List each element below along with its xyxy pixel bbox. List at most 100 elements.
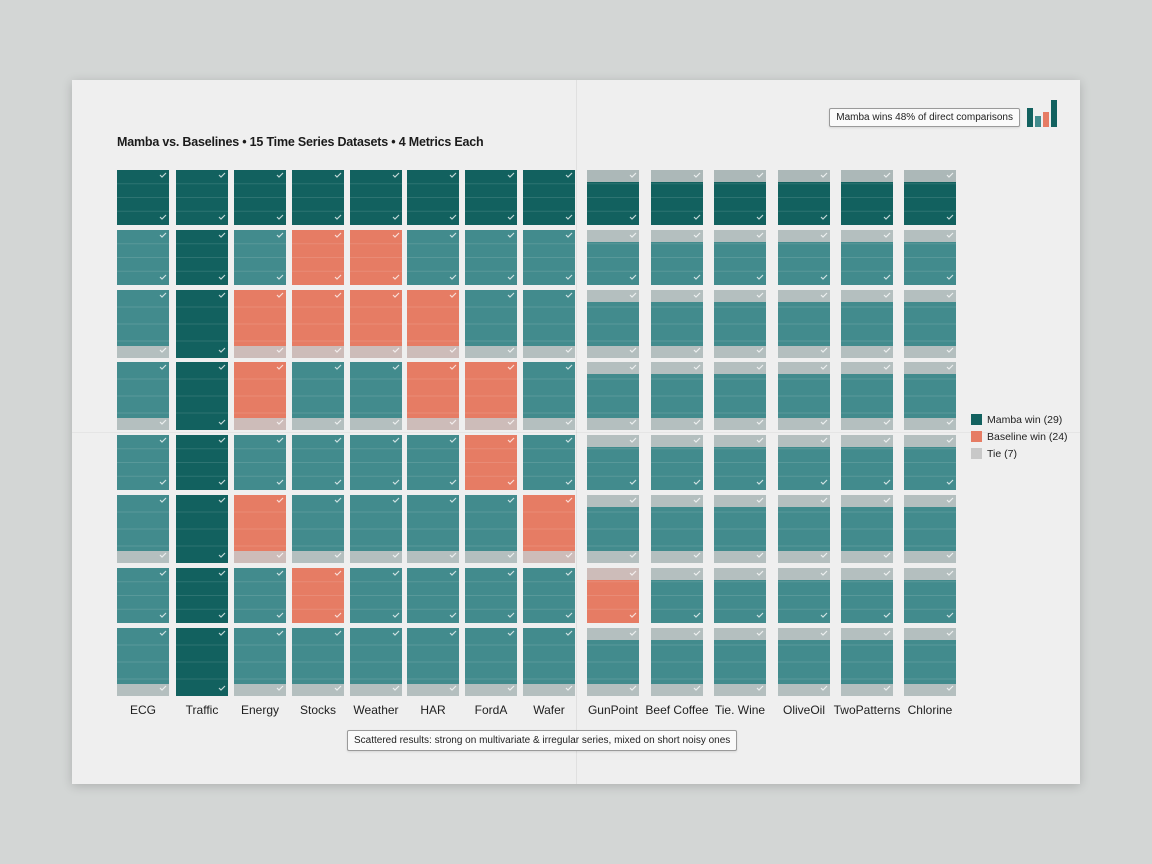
heatmap-cell [407,628,459,696]
heatmap-cell [117,568,169,623]
heatmap-cell [714,628,766,696]
heatmap-cell [465,170,517,225]
heatmap-cell [176,230,228,285]
heatmap-cell [234,495,286,563]
heatmap-cell [350,568,402,623]
heatmap-cell [350,170,402,225]
heatmap-cell [651,362,703,430]
column-label: GunPoint [588,703,639,717]
bar-chart-icon [1027,100,1057,127]
column-label: OliveOil [783,703,825,717]
heatmap-cell [523,435,575,490]
legend: Mamba win (29) Baseline win (24) Tie (7) [971,411,1068,462]
heatmap-cell [651,230,703,285]
heatmap-cell [117,290,169,358]
heatmap-cell [176,568,228,623]
heatmap-cell [292,362,344,430]
heatmap-cell [465,230,517,285]
heatmap-cell [841,568,893,623]
heatmap-cell [587,170,639,225]
heatmap-cell [651,568,703,623]
heatmap-cell [350,290,402,358]
heatmap-cell [234,362,286,430]
heatmap-cell [234,435,286,490]
column-label: Tie. Wine [715,703,766,717]
heatmap-cell [292,290,344,358]
heatmap-cell [841,170,893,225]
heatmap-cell [651,435,703,490]
heatmap-cell [465,628,517,696]
heatmap-cell [904,230,956,285]
legend-swatch-mamba [971,414,982,425]
column-label: ECG [130,703,156,717]
heatmap-cell [350,495,402,563]
heatmap-cell [651,495,703,563]
heatmap-cell [523,230,575,285]
heatmap-cell [292,230,344,285]
heatmap-cell [292,435,344,490]
heatmap-cell [176,495,228,563]
summary-annotation: Mamba wins 48% of direct comparisons [829,108,1020,127]
heatmap-cell [778,568,830,623]
heatmap-cell [350,628,402,696]
heatmap-cell [407,362,459,430]
heatmap-cell [465,495,517,563]
heatmap-cell [465,435,517,490]
heatmap-cell [904,290,956,358]
chart-caption: Scattered results: strong on multivariat… [347,730,738,751]
heatmap-cell [841,290,893,358]
heatmap-cell [841,230,893,285]
heatmap-cell [117,435,169,490]
heatmap-cell [292,170,344,225]
heatmap-cell [176,362,228,430]
heatmap-cell [587,435,639,490]
heatmap-cell [778,362,830,430]
heatmap-cell [350,435,402,490]
heatmap-cell [714,568,766,623]
heatmap-cell [407,170,459,225]
heatmap-cell [841,435,893,490]
heatmap-cell [523,568,575,623]
heatmap-cell [904,568,956,623]
heatmap-cell [350,230,402,285]
heatmap-cell [587,362,639,430]
legend-label-tie: Tie (7) [987,447,1017,460]
heatmap-cell [407,435,459,490]
heatmap-cell [587,230,639,285]
heatmap-cell [778,628,830,696]
heatmap-cell [714,362,766,430]
legend-entry-mamba: Mamba win (29) [971,411,1068,428]
heatmap-cell [651,628,703,696]
heatmap-cell [841,495,893,563]
heatmap-cell [714,290,766,358]
column-label: Chlorine [908,703,953,717]
heatmap-cell [714,170,766,225]
heatmap-cell [117,362,169,430]
column-label: Stocks [300,703,336,717]
heatmap-cell [523,170,575,225]
heatmap-cell [714,230,766,285]
heatmap-cell [292,568,344,623]
heatmap-cell [587,568,639,623]
heatmap-cell [523,362,575,430]
heatmap-cell [407,290,459,358]
column-label: FordA [475,703,508,717]
heatmap-cell [350,362,402,430]
legend-entry-tie: Tie (7) [971,445,1068,462]
heatmap-cell [523,628,575,696]
heatmap-cell [904,495,956,563]
heatmap-cell [904,628,956,696]
column-label: Energy [241,703,279,717]
heatmap-cell [778,230,830,285]
heatmap-cell [176,290,228,358]
paper-fold-vertical [576,80,577,784]
paper-fold-horizontal [72,432,1080,433]
heatmap-cell [117,495,169,563]
heatmap-cell [465,362,517,430]
heatmap-cell [176,435,228,490]
heatmap-cell [523,495,575,563]
heatmap-cell [176,628,228,696]
legend-label-mamba: Mamba win (29) [987,413,1063,426]
chart-title: Mamba vs. Baselines • 15 Time Series Dat… [117,135,484,149]
heatmap-cell [234,230,286,285]
